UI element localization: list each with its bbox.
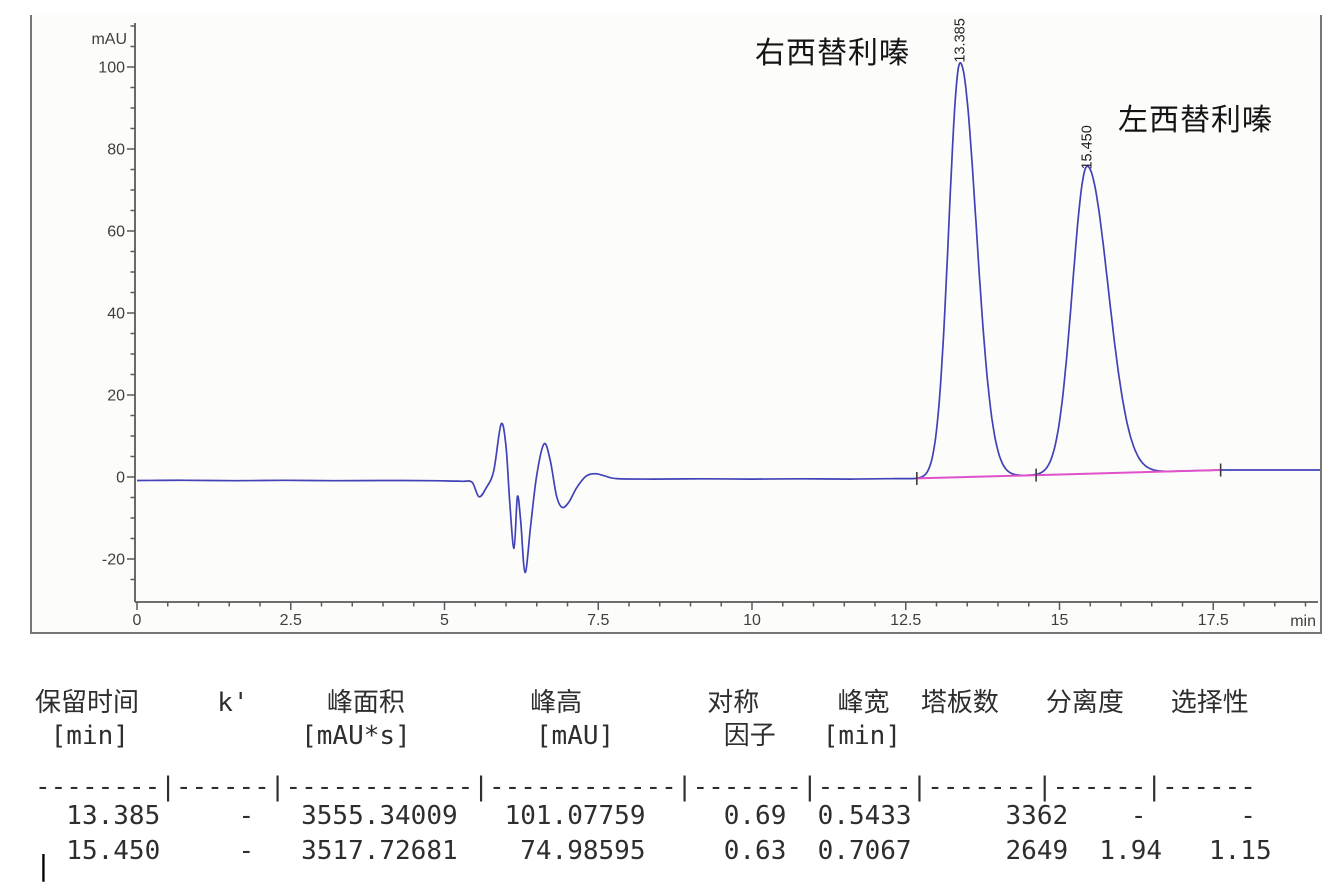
table-header-row-units: [min] [mAU*s] [mAU] 因子 [min] xyxy=(35,721,901,751)
chart-frame: -20 0 20 40 60 80 100 0 2.5 5 7.5 10 12.5 15 17.5 mAU mi… xyxy=(30,15,1322,634)
table-separator-row: --------|------|------------|-----------… xyxy=(35,772,1256,802)
svg-text:0: 0 xyxy=(116,470,125,487)
table-header-row-titles: 保留时间 k' 峰面积 峰高 对称 峰宽 塔板数 分离度 选择性 xyxy=(35,688,1249,718)
svg-text:80: 80 xyxy=(107,142,125,159)
svg-text:0: 0 xyxy=(133,612,142,629)
svg-text:40: 40 xyxy=(107,306,125,323)
peak1-annotation-label: 右西替利嗪 xyxy=(755,37,910,70)
svg-text:12.5: 12.5 xyxy=(890,612,921,629)
svg-text:15: 15 xyxy=(1051,612,1069,629)
peak-rt-label: 15.450 xyxy=(1080,125,1096,169)
svg-text:min: min xyxy=(1290,613,1316,630)
svg-text:7.5: 7.5 xyxy=(587,612,609,629)
svg-text:mAU: mAU xyxy=(91,31,127,48)
svg-text:60: 60 xyxy=(107,224,125,241)
table-row-peak1: 13.385 - 3555.34009 101.07759 0.69 0.543… xyxy=(35,801,1256,831)
svg-text:-20: -20 xyxy=(102,552,125,569)
chromatogram-plot: -20 0 20 40 60 80 100 0 2.5 5 7.5 10 12.5 15 17.5 mAU mi… xyxy=(91,18,1320,630)
svg-text:17.5: 17.5 xyxy=(1198,612,1229,629)
svg-text:2.5: 2.5 xyxy=(280,612,302,629)
peak-rt-label: 13.385 xyxy=(953,18,969,62)
peak2-annotation-label: 左西替利嗪 xyxy=(1118,104,1273,137)
svg-text:10: 10 xyxy=(743,612,761,629)
text-cursor-mark: | xyxy=(35,849,52,882)
table-row-peak2: 15.450 - 3517.72681 74.98595 0.63 0.7067… xyxy=(35,836,1272,866)
svg-text:100: 100 xyxy=(98,60,125,77)
svg-text:20: 20 xyxy=(107,388,125,405)
svg-text:5: 5 xyxy=(440,612,449,629)
